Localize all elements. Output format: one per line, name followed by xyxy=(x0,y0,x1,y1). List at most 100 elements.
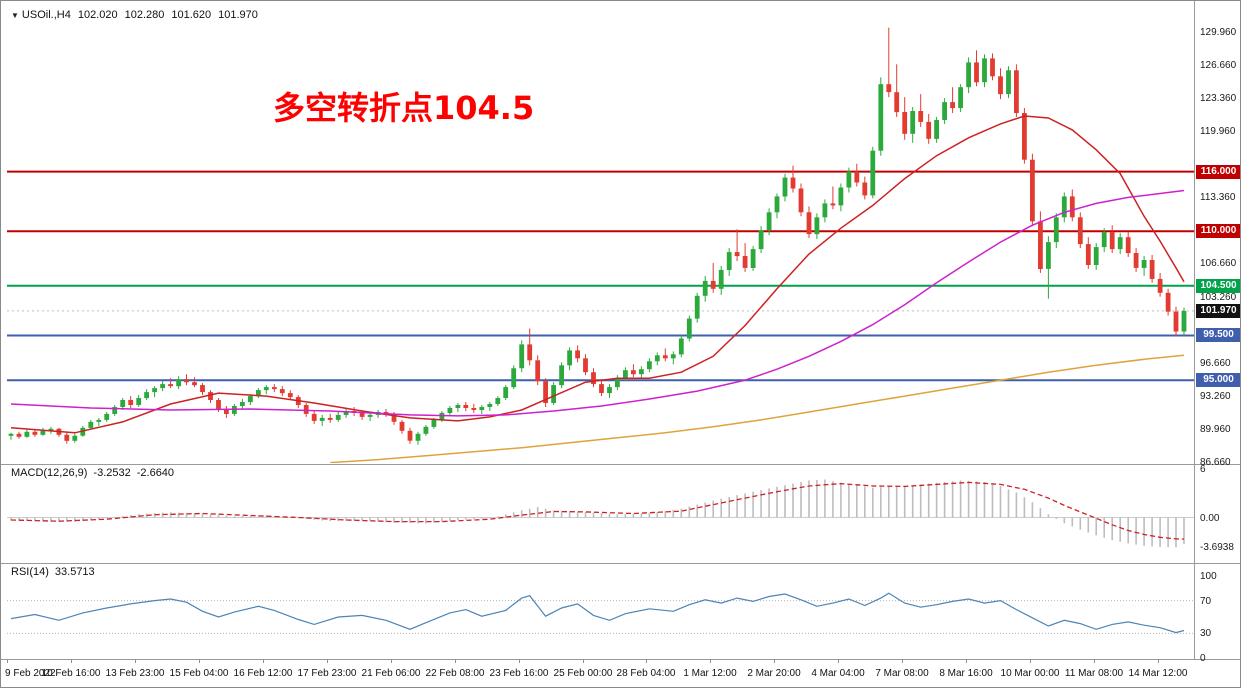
candle-body xyxy=(535,360,541,382)
low-value: 101.620 xyxy=(171,9,212,21)
candle-body xyxy=(1165,292,1171,312)
candle-body xyxy=(16,433,22,437)
panel-separator[interactable] xyxy=(1,563,1240,564)
price-marker-110.000: 110.000 xyxy=(1196,224,1240,238)
symbol-dropdown-icon[interactable]: ▼ xyxy=(11,11,19,20)
candle-body xyxy=(575,350,580,359)
candle-body xyxy=(694,295,700,319)
candle-body xyxy=(80,427,86,436)
candle-body xyxy=(814,217,820,235)
candle-body xyxy=(607,387,612,394)
time-axis-label: 7 Mar 08:00 xyxy=(875,668,929,679)
candle-body xyxy=(1157,278,1163,293)
candle-body xyxy=(639,369,644,375)
candle-body xyxy=(670,354,676,359)
candle-body xyxy=(1109,232,1115,250)
candle-body xyxy=(1069,196,1075,218)
rsi-canvas[interactable] xyxy=(7,564,1194,659)
candle-body xyxy=(1085,244,1091,265)
time-axis-label: 21 Feb 06:00 xyxy=(361,668,421,679)
candle-body xyxy=(678,338,684,355)
time-axis-label: 10 Mar 00:00 xyxy=(1000,668,1060,679)
candle-body xyxy=(918,111,924,122)
candle-body xyxy=(958,87,963,109)
candle-body xyxy=(256,390,261,397)
candle-body xyxy=(64,434,70,441)
candle-body xyxy=(415,433,421,441)
candle-body xyxy=(112,407,118,414)
candle-body xyxy=(647,361,652,370)
candle-body xyxy=(184,379,189,383)
ma-mid-magenta xyxy=(10,189,1185,417)
candle-body xyxy=(367,414,373,417)
candle-body xyxy=(1101,232,1107,248)
candle-body xyxy=(1022,113,1027,160)
candle-body xyxy=(686,318,692,339)
candle-body xyxy=(982,58,987,83)
candle-body xyxy=(1053,217,1059,243)
candle-body xyxy=(240,402,245,406)
rsi-line xyxy=(10,592,1185,634)
macd-tick-label: 6 xyxy=(1200,464,1206,475)
level-lines xyxy=(7,170,1194,382)
candle-body xyxy=(439,412,445,420)
time-axis-border xyxy=(1,659,1240,660)
price-tick-label: 89.960 xyxy=(1200,424,1231,435)
candle-body xyxy=(407,430,413,441)
candle-body xyxy=(966,62,971,88)
candle-body xyxy=(599,384,604,393)
time-axis-label: 8 Mar 16:00 xyxy=(939,668,993,679)
candle-body xyxy=(1046,242,1051,269)
price-tick-label: 86.660 xyxy=(1200,457,1231,468)
candle-body xyxy=(543,381,548,403)
close-value: 101.970 xyxy=(218,9,258,21)
candle-body xyxy=(926,121,932,139)
price-tick-label: 96.660 xyxy=(1200,358,1231,369)
candle-body xyxy=(200,385,205,393)
macd-tick-label: -3.6938 xyxy=(1200,542,1234,553)
candle-body xyxy=(1030,159,1035,222)
rsi-tick-label: 70 xyxy=(1200,596,1212,607)
macd-indicator-name: MACD(12,26,9) xyxy=(11,467,88,479)
macd-canvas[interactable] xyxy=(7,465,1194,562)
candle-body xyxy=(742,256,748,268)
candle-body xyxy=(910,111,916,134)
rsi-indicator-name: RSI(14) xyxy=(11,566,49,578)
time-axis-label: 13 Feb 23:00 xyxy=(105,668,165,679)
price-tick-label: 113.360 xyxy=(1200,192,1236,203)
candle-body xyxy=(311,413,317,421)
candle-body xyxy=(511,368,517,388)
macd-signal-value: -2.6640 xyxy=(136,467,175,479)
price-tick-label: 93.260 xyxy=(1200,391,1231,402)
panel-separator[interactable] xyxy=(1,464,1240,465)
candle-body xyxy=(319,417,325,421)
candle-body xyxy=(878,84,884,151)
candle-body xyxy=(631,370,636,375)
candle-body xyxy=(136,398,142,405)
time-axis-label: 16 Feb 12:00 xyxy=(233,668,293,679)
candle-body xyxy=(479,407,485,410)
candle-body xyxy=(192,382,197,386)
chart-header: ▼ USOil.,H4 102.020 102.280 101.620 101.970 xyxy=(11,9,265,21)
macd-label: MACD(12,26,9) -3.2532 -2.6640 xyxy=(11,467,174,479)
candle-body xyxy=(623,370,628,379)
main-chart-canvas[interactable] xyxy=(7,27,1194,463)
candle-body xyxy=(455,405,461,408)
candle-body xyxy=(40,430,46,435)
candle-body xyxy=(423,426,429,434)
candle-body xyxy=(248,396,253,403)
candle-body xyxy=(1149,260,1155,279)
price-tick-label: 126.660 xyxy=(1200,60,1237,71)
candle-body xyxy=(391,413,397,422)
candle-body xyxy=(870,150,876,196)
candle-body xyxy=(1061,196,1067,218)
candle-body xyxy=(487,404,493,407)
candle-body xyxy=(806,212,812,235)
open-value: 102.020 xyxy=(77,9,118,21)
time-axis-label: 23 Feb 16:00 xyxy=(489,668,549,679)
candle-body xyxy=(758,230,764,250)
rsi-label: RSI(14) 33.5713 xyxy=(11,566,95,578)
candle-body xyxy=(160,384,165,389)
candle-body xyxy=(702,280,708,296)
candle-body xyxy=(503,387,509,398)
